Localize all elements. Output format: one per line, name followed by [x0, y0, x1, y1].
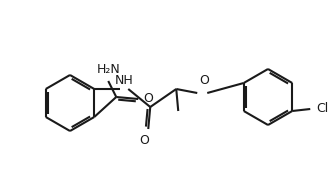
Text: O: O: [199, 74, 209, 87]
Text: NH: NH: [115, 74, 134, 87]
Text: O: O: [143, 92, 153, 105]
Text: H₂N: H₂N: [97, 63, 120, 76]
Text: O: O: [139, 134, 149, 147]
Text: Cl: Cl: [316, 102, 329, 115]
